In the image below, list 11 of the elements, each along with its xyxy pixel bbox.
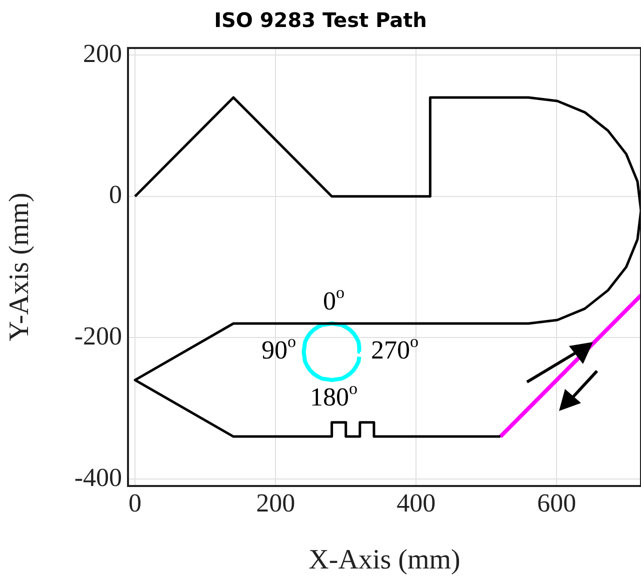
- y-axis-title: Y-Axis (mm): [4, 192, 36, 342]
- x-axis-title: X-Axis (mm): [308, 544, 460, 576]
- x-tick-label: 600: [537, 488, 576, 518]
- x-tick-label: 0: [128, 488, 142, 518]
- y-tick-label: 200: [83, 38, 122, 68]
- x-tick-label: 400: [396, 488, 436, 518]
- y-tick-label: 0: [109, 180, 122, 210]
- y-tick-label: -400: [74, 462, 122, 492]
- y-tick-label: -200: [74, 321, 122, 350]
- chart-title: ISO 9283 Test Path: [214, 8, 427, 32]
- x-tick-label: 200: [256, 488, 296, 518]
